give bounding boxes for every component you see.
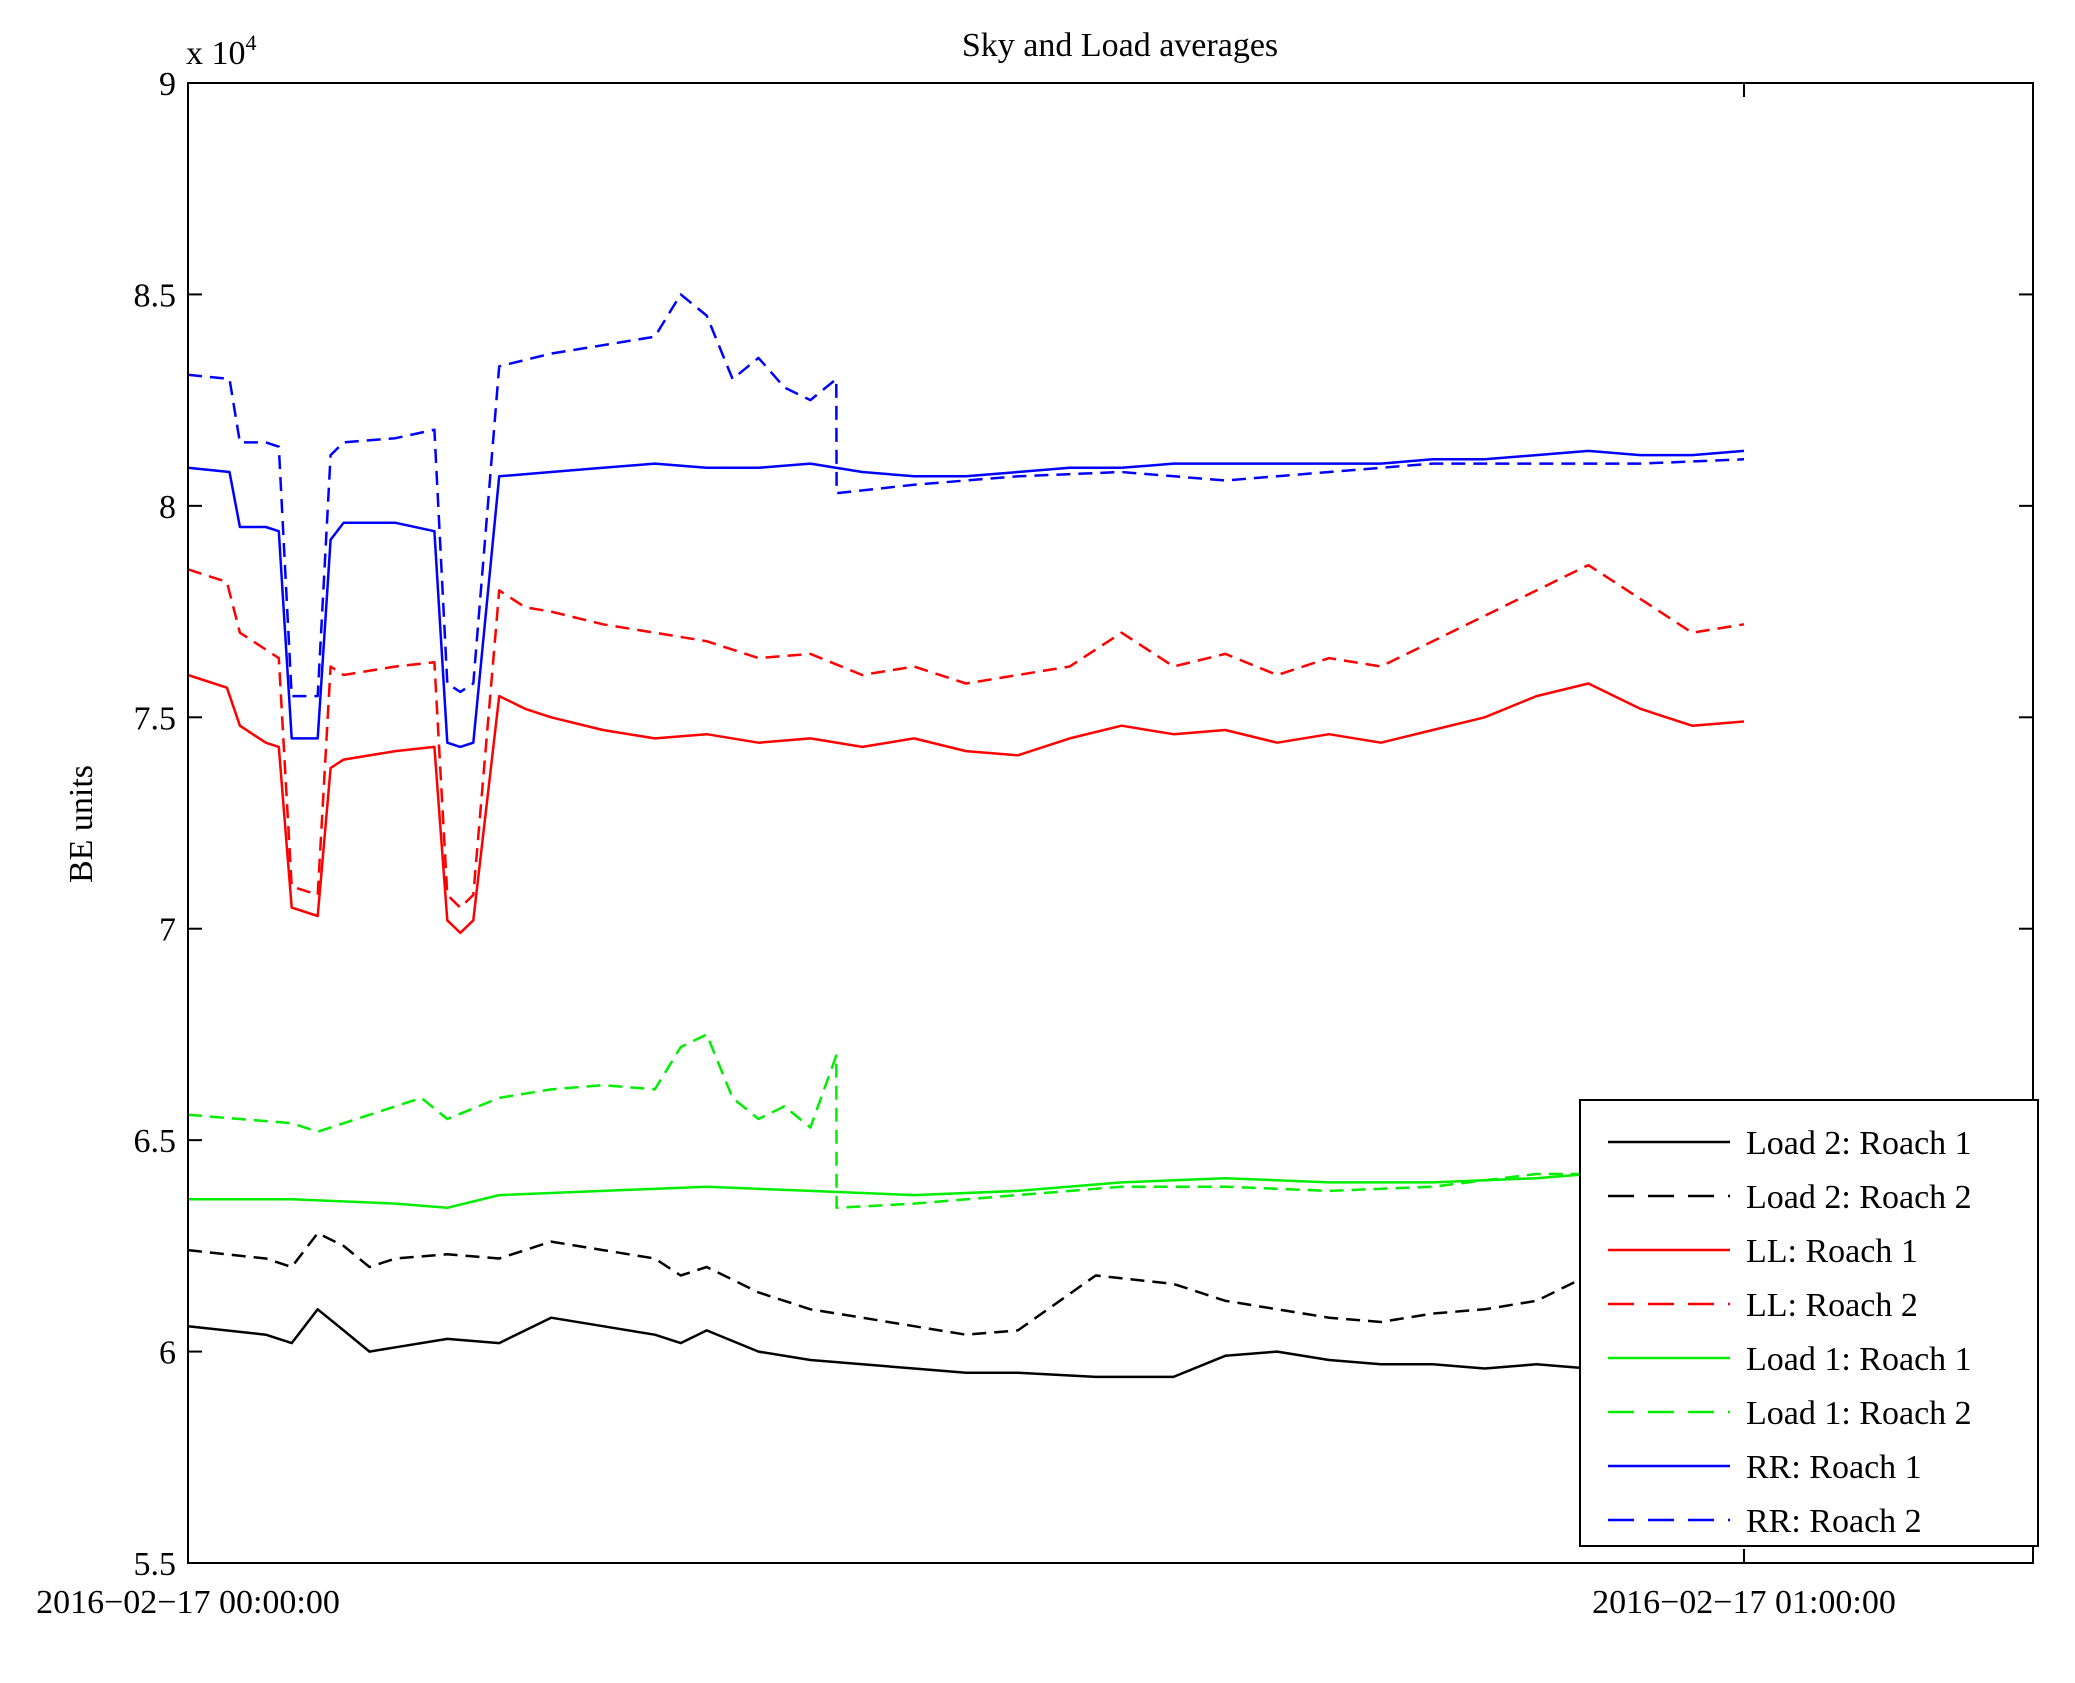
series-line-3 bbox=[187, 673, 1745, 935]
x-tick-label: 2016−02−17 00:00:00 bbox=[36, 1584, 340, 1621]
y-tick-label: 9 bbox=[159, 66, 176, 103]
y-axis: 5.5 6 6.5 7 7.5 8 8.5 9 bbox=[134, 66, 2033, 1583]
series-layer bbox=[187, 293, 1745, 1379]
legend-label-5: Load 1: Roach 1 bbox=[1746, 1341, 1972, 1378]
y-axis-multiplier-exponent: 4 bbox=[246, 30, 257, 55]
series-line-6 bbox=[187, 1033, 1745, 1210]
y-tick-label: 8 bbox=[159, 489, 176, 526]
legend-label-1: Load 2: Roach 1 bbox=[1746, 1125, 1972, 1162]
y-axis-multiplier: x 104 bbox=[186, 30, 257, 72]
chart-title: Sky and Load averages bbox=[962, 27, 1278, 64]
series-line-7 bbox=[187, 449, 1745, 749]
legend-label-6: Load 1: Roach 2 bbox=[1746, 1395, 1972, 1432]
y-tick-label: 6 bbox=[159, 1335, 176, 1372]
series-line-2 bbox=[187, 1231, 1745, 1336]
legend-box bbox=[1579, 1099, 2039, 1547]
legend-entries: Load 2: Roach 1 Load 2: Roach 2 LL: Roach … bbox=[1608, 1125, 1972, 1540]
y-axis-label: BE units bbox=[63, 765, 100, 883]
y-tick-label: 8.5 bbox=[134, 277, 177, 314]
legend-label-4: LL: Roach 2 bbox=[1746, 1287, 1918, 1324]
x-axis: 2016−02−17 00:00:00 2016−02−17 01:00:00 bbox=[36, 83, 1896, 1621]
y-tick-label: 7.5 bbox=[134, 700, 177, 737]
y-axis-multiplier-base: x 10 bbox=[186, 35, 246, 72]
y-tick-label: 5.5 bbox=[134, 1546, 177, 1583]
legend: Load 2: Roach 1 Load 2: Roach 2 LL: Roach … bbox=[1579, 1099, 2039, 1547]
x-tick-label: 2016−02−17 01:00:00 bbox=[1592, 1584, 1896, 1621]
series-line-8 bbox=[187, 293, 1745, 698]
y-tick-label: 6.5 bbox=[134, 1123, 177, 1160]
series-line-4 bbox=[187, 563, 1745, 909]
legend-label-8: RR: Roach 2 bbox=[1746, 1503, 1922, 1540]
series-line-1 bbox=[187, 1308, 1745, 1379]
legend-label-7: RR: Roach 1 bbox=[1746, 1449, 1922, 1486]
legend-label-2: Load 2: Roach 2 bbox=[1746, 1179, 1972, 1216]
legend-label-3: LL: Roach 1 bbox=[1746, 1233, 1918, 1270]
series-line-5 bbox=[188, 1168, 1745, 1210]
y-tick-label: 7 bbox=[159, 912, 176, 949]
plot-area-frame bbox=[187, 82, 2034, 1564]
